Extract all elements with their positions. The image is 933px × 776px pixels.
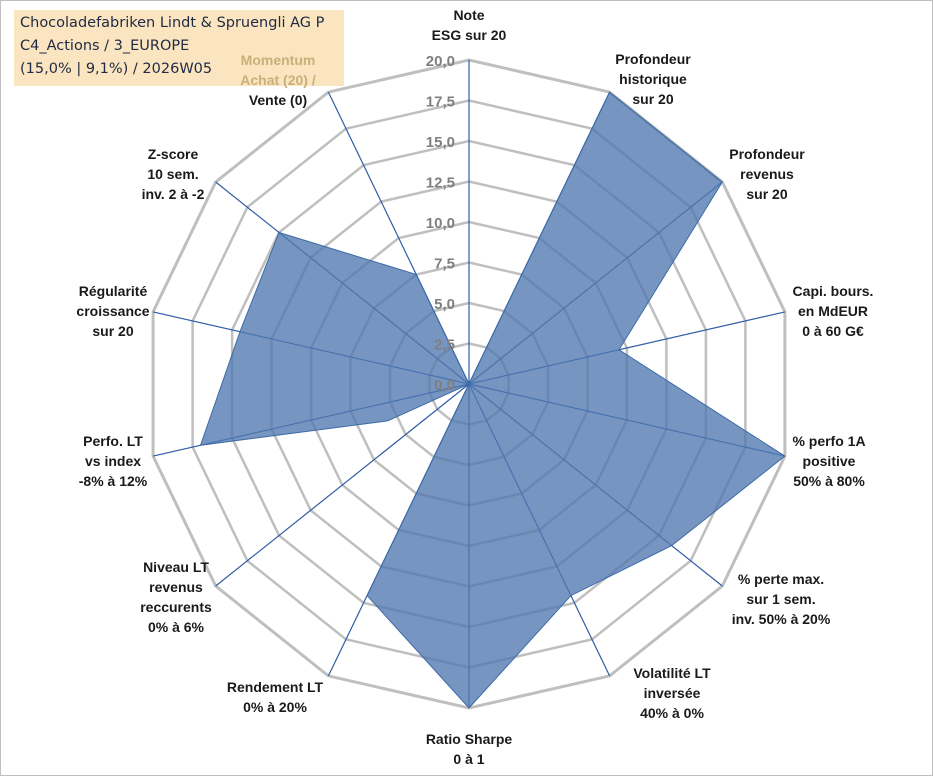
category: C4_Actions / 3_EUROPE — [20, 38, 190, 54]
tick-label: 20,0 — [426, 53, 455, 70]
tick-label: 15,0 — [426, 134, 455, 151]
axis-label: % perte max. sur 1 sem. inv. 50% à 20% — [701, 569, 861, 629]
axis-label-line: 40% à 0% — [640, 705, 704, 721]
axis-label-line: Rendement LT — [226, 679, 324, 695]
axis-label: Z-score 10 sem. inv. 2 à -2 — [93, 144, 253, 204]
axis-label: Régularité croissance sur 20 — [33, 281, 193, 341]
tick-label: 10,0 — [426, 215, 455, 232]
axis-label-line: % perfo 1A — [792, 433, 866, 449]
tick-label: 2,5 — [434, 337, 455, 354]
axis-label-line: Ratio Sharpe — [425, 731, 513, 747]
axis-label-momentum: Momentum Achat (20) / Vente (0) — [223, 50, 333, 110]
axis-label-line: Régularité — [78, 283, 148, 299]
axis-label-line: 0% à 6% — [147, 619, 205, 635]
axis-label-line: % perte max. — [737, 571, 825, 587]
axis-label-line: Z-score — [147, 146, 199, 162]
axis-label-line: Achat (20) / — [240, 72, 316, 88]
axis-label-line: sur 20 — [92, 323, 134, 339]
company-name: Chocoladefabriken Lindt & Spruengli AG P — [20, 15, 325, 31]
axis-label-line: en MdEUR — [798, 303, 868, 319]
tick-label: 0,0 — [434, 377, 455, 394]
tick-label: 7,5 — [434, 256, 455, 273]
axis-label-line: positive — [802, 453, 856, 469]
axis-label-line: Niveau LT — [143, 559, 209, 575]
axis-label-line: revenus — [740, 166, 794, 182]
axis-label-line: -8% à 12% — [78, 473, 148, 489]
axis-label-line: 50% à 80% — [793, 473, 865, 489]
tick-label: 5,0 — [434, 296, 455, 313]
axis-label: Rendement LT 0% à 20% — [195, 677, 355, 717]
axis-label-line: Perfo. LT — [83, 433, 143, 449]
axis-label-line: inv. 2 à -2 — [141, 186, 205, 202]
axis-label-line: Volatilité LT — [633, 665, 711, 681]
axis-label-line: 10 sem. — [147, 166, 199, 182]
axis-label: Capi. bours. en MdEUR 0 à 60 G€ — [753, 281, 913, 341]
stats-week: (15,0% | 9,1%) / 2026W05 — [20, 61, 213, 77]
axis-label-line: Capi. bours. — [792, 283, 874, 299]
axis-label: Note ESG sur 20 — [389, 5, 549, 45]
axis-label-line: ESG sur 20 — [431, 27, 507, 43]
axis-label-line: revenus — [149, 579, 203, 595]
axis-label-line: sur 20 — [746, 186, 788, 202]
info-box: Chocoladefabriken Lindt & Spruengli AG P… — [14, 10, 344, 86]
axis-label: Ratio Sharpe 0 à 1 — [389, 729, 549, 769]
axis-label-line: inv. 50% à 20% — [731, 611, 831, 627]
axis-label-line: 0 à 60 G€ — [802, 323, 864, 339]
axis-label: % perfo 1A positive 50% à 80% — [749, 431, 909, 491]
axis-label-line: Momentum — [240, 52, 316, 68]
data-area — [199, 91, 786, 709]
axis-label-line: Profondeur — [729, 146, 805, 162]
axis-label-line: historique — [619, 71, 687, 87]
axis-label-line: sur 20 — [632, 91, 674, 107]
axis-label-line: Profondeur — [615, 51, 691, 67]
tick-labels: 0,0 2,5 5,0 7,5 10,0 12,5 15,0 17,5 20,0 — [426, 53, 455, 394]
axis-label-line: Vente (0) — [248, 92, 308, 108]
axis-label-line: reccurents — [140, 599, 212, 615]
axis-label: Perfo. LT vs index -8% à 12% — [33, 431, 193, 491]
axis-label: Profondeur revenus sur 20 — [687, 144, 847, 204]
axis-label: Niveau LT revenus reccurents 0% à 6% — [96, 557, 256, 637]
axis-label-line: Note — [453, 7, 485, 23]
tick-label: 12,5 — [426, 175, 455, 192]
axis-label-line: 0% à 20% — [243, 699, 307, 715]
axis-spoke — [215, 383, 470, 587]
axis-label-line: croissance — [76, 303, 150, 319]
series-area — [199, 91, 786, 709]
axis-label: Profondeur historique sur 20 — [573, 49, 733, 109]
axis-label: Volatilité LT inversée 40% à 0% — [592, 663, 752, 723]
axis-label-line: 0 à 1 — [453, 751, 485, 767]
axis-label-line: vs index — [84, 453, 142, 469]
axis-label-line: inversée — [643, 685, 701, 701]
tick-label: 17,5 — [426, 94, 455, 111]
axis-label-line: sur 1 sem. — [746, 591, 816, 607]
